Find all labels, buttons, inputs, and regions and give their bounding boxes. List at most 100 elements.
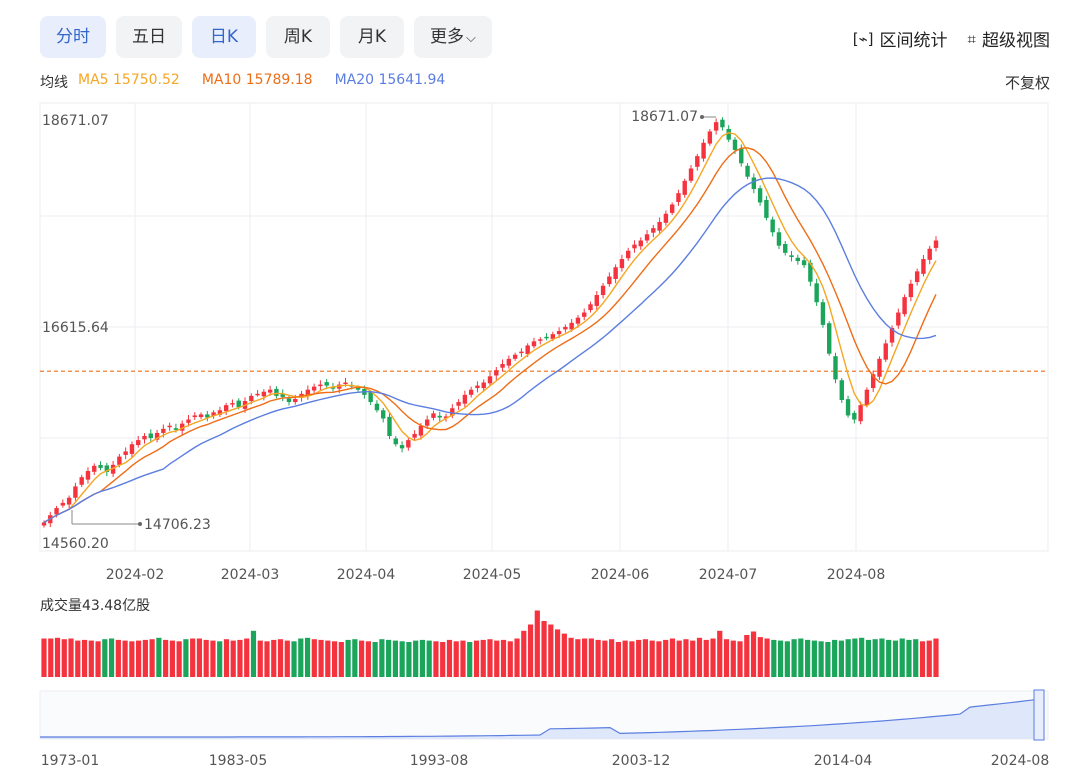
candle-body (437, 415, 442, 418)
candle-body (66, 497, 72, 505)
tab-five-day[interactable]: 五日 (116, 16, 182, 58)
tab-more[interactable]: 更多 ⌵ (414, 16, 492, 58)
volume-bar (284, 640, 290, 677)
volume-bar (527, 624, 534, 677)
tab-monthly-k[interactable]: 月K (340, 16, 404, 58)
candle-body (864, 389, 870, 406)
volume-bar (845, 639, 851, 677)
x-tick-label: 2024-07 (699, 567, 758, 583)
volume-bar (554, 629, 561, 677)
candle-body (902, 297, 907, 315)
candle-body (54, 508, 59, 515)
range-stats-button[interactable]: [⌁] 区间统计 (853, 26, 948, 52)
volume-bar (710, 638, 716, 677)
candle-body (198, 414, 204, 418)
candle-body (638, 240, 643, 247)
volume-bar (325, 640, 331, 677)
candle-body (318, 384, 323, 387)
volume-bar (703, 639, 709, 677)
candle-body (374, 403, 380, 411)
candle-body (770, 219, 775, 233)
x-tick-label: 2024-06 (591, 567, 650, 583)
volume-bar (602, 640, 608, 677)
tab-more-label: 更多 (430, 27, 464, 47)
volume-bar (798, 638, 804, 677)
volume-bar (541, 621, 547, 677)
toolbar: [⌁] 区间统计 ⌗ 超级视图 (853, 26, 1050, 52)
volume-bar (88, 640, 94, 677)
high-annotation: 18671.07 (631, 109, 698, 125)
volume-bar (825, 642, 831, 677)
candle-body (205, 414, 210, 418)
candle-body (512, 354, 518, 359)
candle-body (921, 259, 926, 274)
volume-bar (582, 638, 588, 677)
volume-bar (859, 637, 865, 677)
chevron-down-icon: ⌵ (466, 31, 476, 46)
volume-bar (899, 638, 905, 677)
tab-weekly-k[interactable]: 周K (266, 16, 330, 58)
volume-bar (852, 638, 858, 677)
candle-body (707, 131, 713, 144)
volume-bar (615, 642, 621, 677)
volume-bar (264, 641, 270, 677)
volume-bar (507, 641, 513, 677)
candle-body (852, 412, 857, 420)
candle-body (117, 456, 122, 465)
candle-body (556, 331, 562, 335)
candle-body (343, 382, 348, 384)
volume-bar (223, 639, 230, 677)
candle-body (858, 405, 863, 422)
adjust-mode-button[interactable]: 不复权 (1004, 74, 1050, 92)
candle-body (293, 398, 298, 403)
candle-body (481, 382, 486, 389)
candle-body (412, 433, 417, 438)
volume-bar (919, 641, 926, 677)
volume-bar (818, 641, 824, 677)
candle-body (424, 419, 430, 426)
candle-body (387, 416, 392, 437)
volume-bar (764, 638, 770, 677)
super-view-button[interactable]: ⌗ 超级视图 (968, 26, 1050, 52)
candle-body (148, 433, 153, 439)
tab-daily-k[interactable]: 日K (192, 16, 256, 58)
candle-body (431, 413, 436, 418)
candle-body (406, 440, 411, 448)
volume-bar (298, 638, 304, 677)
candle-body (927, 248, 932, 260)
volume-bar (149, 639, 155, 677)
volume-bar (933, 638, 939, 677)
volume-bar (494, 640, 500, 677)
volume-bar (913, 639, 919, 677)
candle-body (142, 436, 147, 440)
candle-body (179, 423, 185, 431)
volume-bar (237, 639, 243, 677)
volume-bar (244, 638, 250, 677)
tab-intraday[interactable]: 分时 (40, 16, 106, 58)
candle-body (355, 387, 361, 390)
volume-bar (656, 641, 662, 677)
volume-bar (879, 638, 885, 677)
volume-bar (757, 637, 763, 677)
volume-bar (500, 639, 507, 677)
candle-body (889, 327, 895, 343)
candle-body (550, 334, 556, 339)
candle-body (104, 465, 110, 473)
ma10-value: MA10 15789.18 (201, 72, 313, 88)
candle-body (808, 262, 813, 282)
candle-body (167, 425, 172, 428)
candle-body (462, 394, 468, 404)
volume-bar (41, 638, 47, 677)
candle-body (814, 283, 819, 303)
candle-body (487, 376, 493, 384)
volume-bar (696, 637, 703, 677)
candle-body (764, 199, 769, 218)
volume-bar (433, 641, 439, 677)
volume-bar (169, 640, 175, 677)
y-tick-label: 16615.64 (42, 320, 109, 336)
candle-body (582, 312, 587, 317)
candle-body (701, 142, 706, 159)
volume-bar (784, 641, 790, 677)
x-tick-label: 2024-02 (106, 567, 165, 583)
